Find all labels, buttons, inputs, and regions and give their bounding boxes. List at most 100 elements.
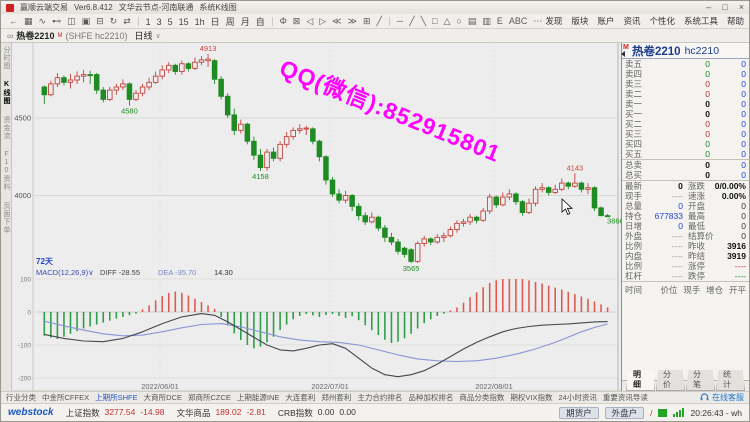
- sidebar-tab-页面下单[interactable]: 页面下单: [3, 202, 10, 234]
- menu-资讯[interactable]: 资讯: [623, 16, 641, 26]
- svg-text:DIFF -28.55: DIFF -28.55: [100, 268, 140, 277]
- triangle-draw-icon[interactable]: △: [443, 15, 451, 26]
- upline-draw-icon[interactable]: ╱: [409, 15, 415, 26]
- period-button-月[interactable]: 月: [240, 16, 250, 27]
- exchange-tab-商品分类指数[interactable]: 商品分类指数: [459, 392, 505, 402]
- link-chain-icon[interactable]: ∞: [7, 30, 14, 41]
- compare-icon[interactable]: ⇄: [123, 15, 131, 26]
- sidebar-tab-K线图[interactable]: K线图: [3, 81, 10, 105]
- chart-area[interactable]: 2022/06/01 2022/07/01 2022/08/01 4500 4000 10…: [12, 43, 621, 391]
- sum-row-总卖: 总卖 0 0: [625, 160, 746, 170]
- svg-text:0: 0: [27, 310, 31, 317]
- exchange-tab-大商所DCE[interactable]: 大商所DCE: [143, 392, 182, 402]
- exchange-tab-行业分类[interactable]: 行业分类: [6, 392, 36, 402]
- index-上证指数: 上证指数 3277.54 -14.98: [65, 406, 165, 418]
- sidebar-tab-F10资料[interactable]: F10资料: [3, 151, 10, 191]
- period-button-15[interactable]: 15: [178, 16, 189, 27]
- exchange-tab-上期能源INE[interactable]: 上期能源INE: [236, 392, 280, 402]
- menu-发现[interactable]: 发现: [545, 16, 563, 26]
- back-icon[interactable]: ←: [9, 15, 18, 26]
- symbol-code: (SHFE hc2210): [65, 30, 128, 41]
- minimize-icon[interactable]: –: [706, 2, 712, 12]
- layout-grid-icon[interactable]: ▦: [24, 15, 33, 26]
- online-service[interactable]: 在线客服: [700, 392, 744, 403]
- period-button-5[interactable]: 5: [167, 16, 173, 27]
- close-icon[interactable]: ×: [738, 2, 744, 12]
- info-row-比例: 比例 ---- 涨停 ----: [625, 261, 746, 271]
- symbol-name: 热卷2210: [16, 31, 55, 41]
- info-row-外盘: 外盘 ---- 结算价 0: [625, 231, 746, 241]
- line-mode-icon[interactable]: ╱: [376, 15, 382, 26]
- toolbar-separator: [137, 16, 139, 26]
- exchange-tab-上期所SHFE[interactable]: 上期所SHFE: [95, 392, 138, 404]
- more-icon[interactable]: ⋯: [533, 15, 543, 26]
- circle-draw-icon[interactable]: ○: [456, 15, 462, 26]
- menu-版块[interactable]: 版块: [571, 16, 589, 26]
- link-icon[interactable]: ⊷: [52, 15, 62, 26]
- info-row-最新: 最新 0 涨跌 0/0.00%: [625, 181, 746, 191]
- rect-draw-icon[interactable]: □: [432, 15, 438, 26]
- menu-系统工具[interactable]: 系统工具: [683, 16, 718, 26]
- sidebar-tab-资金流[interactable]: 资金流: [3, 116, 10, 140]
- exchange-tab-期权VIX指数[interactable]: 期权VIX指数: [510, 392, 553, 402]
- maximize-icon[interactable]: □: [722, 2, 728, 12]
- grid-icon[interactable]: ⊞: [362, 15, 371, 26]
- zoom-in-icon[interactable]: ≫: [347, 15, 357, 26]
- info-row-内盘: 内盘 ---- 昨结 3919: [625, 251, 746, 261]
- trend-icon[interactable]: ∿: [38, 15, 47, 26]
- exchange-tab-主力合约排名[interactable]: 主力合约排名: [357, 392, 403, 402]
- exchange-tab-重要资讯导读[interactable]: 重要资讯导读: [602, 392, 648, 402]
- period-button-1h[interactable]: 1h: [194, 16, 205, 27]
- exchange-tab-大连套利[interactable]: 大连套利: [285, 392, 316, 402]
- image-icon[interactable]: ▣: [81, 15, 91, 26]
- screenshot-icon[interactable]: ◫: [67, 15, 76, 26]
- exchange-tab-郑州套利[interactable]: 郑州套利: [321, 392, 352, 402]
- online-service-label[interactable]: 在线客服: [712, 393, 744, 402]
- prev-icon[interactable]: ◁: [306, 15, 314, 26]
- crosshair-icon[interactable]: ⊠: [292, 15, 301, 26]
- hline-draw-icon[interactable]: ─: [396, 15, 404, 26]
- chevron-down-icon[interactable]: ∨: [155, 32, 161, 40]
- quote-tab-明细[interactable]: 明细: [626, 370, 655, 391]
- zoom-out-icon[interactable]: ≪: [332, 15, 342, 26]
- trade-col-开平: 开平: [728, 285, 746, 295]
- exchange-tab-品种加权排名[interactable]: 品种加权排名: [408, 392, 454, 402]
- menu-帮助[interactable]: 帮助: [726, 16, 744, 26]
- fib-draw-icon[interactable]: ▤: [467, 15, 477, 26]
- period-button-1[interactable]: 1: [145, 16, 151, 27]
- svg-text:4143: 4143: [567, 163, 584, 172]
- next-icon[interactable]: ▷: [319, 15, 327, 26]
- period-button-周[interactable]: 周: [225, 16, 235, 27]
- menu-个性化[interactable]: 个性化: [649, 16, 675, 26]
- exchange-tab-郑商所CZCE[interactable]: 郑商所CZCE: [187, 392, 231, 402]
- exchange-tab-24小时资讯[interactable]: 24小时资讯: [558, 392, 597, 402]
- period-button-3[interactable]: 3: [156, 16, 162, 27]
- svg-text:4580: 4580: [121, 107, 138, 116]
- collapse-panel-icon[interactable]: [621, 51, 625, 57]
- period-selector[interactable]: 日线: [134, 31, 153, 41]
- foreign-account-button[interactable]: 外盘户: [604, 406, 645, 419]
- futures-account-button[interactable]: 期货户: [559, 406, 599, 419]
- depth-row-卖一: 卖一 0 0: [625, 99, 746, 109]
- downline-draw-icon[interactable]: ╲: [420, 15, 427, 26]
- quote-tab-分价[interactable]: 分价: [656, 370, 685, 391]
- status-bar: webstock 上证指数 3277.54 -14.98 文华商品 189.02 -2.8…: [1, 403, 749, 421]
- zoom-icon[interactable]: Φ: [279, 15, 287, 26]
- text-draw-icon[interactable]: ABC: [508, 15, 528, 26]
- channel-draw-icon[interactable]: ▥: [482, 15, 491, 26]
- svg-text:4913: 4913: [200, 44, 217, 53]
- period-button-自[interactable]: 自: [255, 16, 265, 27]
- svg-text:DEA -35.70: DEA -35.70: [158, 268, 196, 277]
- app-icon: [6, 3, 14, 12]
- save-icon[interactable]: ⊟: [96, 15, 104, 26]
- quote-tab-分笔[interactable]: 分笔: [686, 370, 715, 391]
- quote-tab-统计[interactable]: 统计: [716, 370, 745, 391]
- index-文华商品: 文华商品 189.02 -2.81: [176, 406, 266, 418]
- price-chart-svg[interactable]: 2022/06/01 2022/07/01 2022/08/01 4500 4000 10…: [12, 43, 621, 391]
- bracket-draw-icon[interactable]: E: [496, 15, 503, 26]
- menu-账户[interactable]: 账户: [597, 16, 615, 26]
- exchange-tab-中金所CFFEX[interactable]: 中金所CFFEX: [42, 392, 90, 402]
- refresh-icon[interactable]: ↻: [109, 15, 118, 26]
- sidebar-tab-分时图[interactable]: 分时图: [3, 46, 10, 70]
- period-button-日[interactable]: 日: [210, 16, 220, 27]
